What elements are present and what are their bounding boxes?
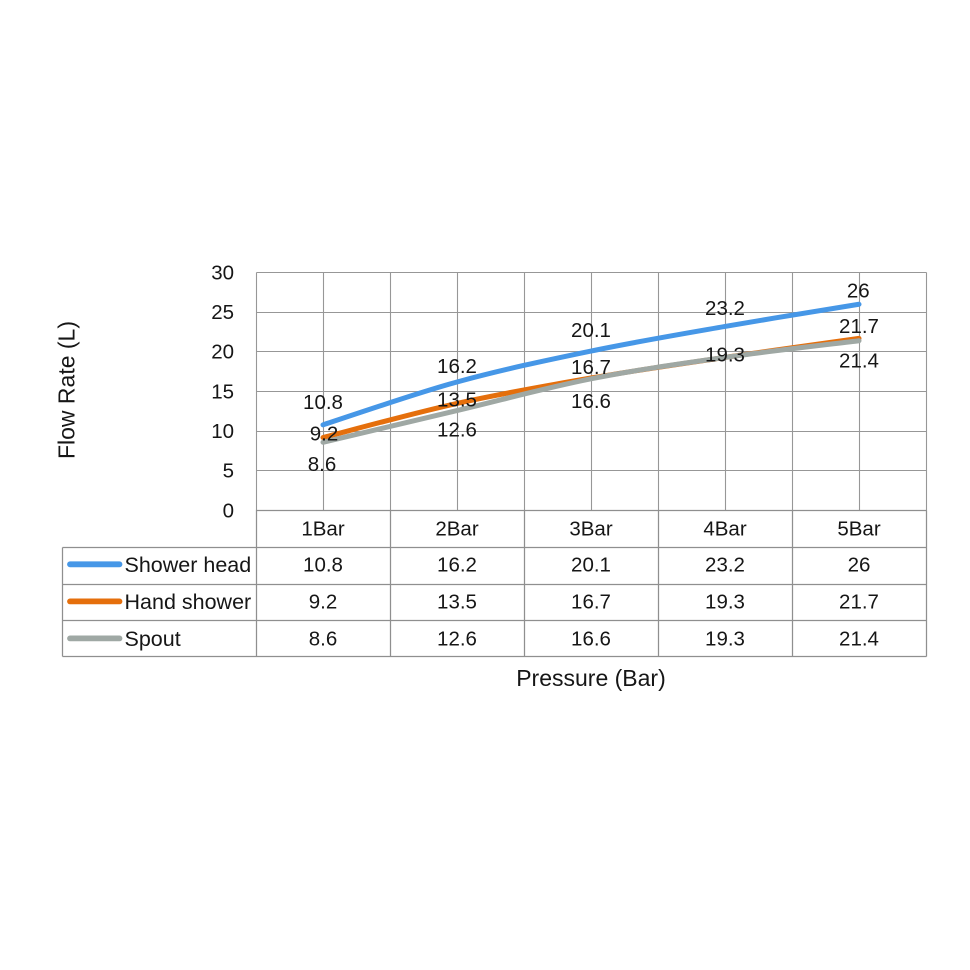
svg-text:16.6: 16.6 bbox=[571, 390, 611, 413]
svg-text:9.2: 9.2 bbox=[310, 423, 339, 446]
svg-text:10: 10 bbox=[211, 420, 234, 443]
svg-text:20.1: 20.1 bbox=[571, 319, 611, 342]
svg-text:19.3: 19.3 bbox=[705, 591, 745, 614]
svg-text:9.2: 9.2 bbox=[309, 591, 338, 614]
svg-text:25: 25 bbox=[211, 301, 234, 324]
svg-text:19.3: 19.3 bbox=[705, 343, 745, 366]
svg-text:21.4: 21.4 bbox=[839, 628, 879, 651]
svg-text:13.5: 13.5 bbox=[437, 389, 477, 412]
svg-text:19.3: 19.3 bbox=[705, 628, 745, 651]
svg-text:21.7: 21.7 bbox=[839, 591, 879, 614]
svg-text:3Bar: 3Bar bbox=[569, 518, 612, 541]
svg-text:16.6: 16.6 bbox=[571, 628, 611, 651]
svg-text:10.8: 10.8 bbox=[303, 554, 343, 577]
svg-text:4Bar: 4Bar bbox=[703, 518, 746, 541]
svg-text:30: 30 bbox=[211, 261, 234, 284]
svg-text:20: 20 bbox=[211, 341, 234, 364]
svg-text:16.2: 16.2 bbox=[437, 355, 477, 378]
svg-text:Spout: Spout bbox=[125, 627, 181, 651]
svg-text:10.8: 10.8 bbox=[303, 391, 343, 414]
svg-text:16.7: 16.7 bbox=[571, 356, 611, 379]
svg-text:16.7: 16.7 bbox=[571, 591, 611, 614]
svg-text:5Bar: 5Bar bbox=[837, 518, 880, 541]
svg-text:13.5: 13.5 bbox=[437, 591, 477, 614]
svg-text:5: 5 bbox=[223, 460, 234, 483]
svg-text:12.6: 12.6 bbox=[437, 628, 477, 651]
svg-text:23.2: 23.2 bbox=[705, 297, 745, 320]
svg-text:8.6: 8.6 bbox=[309, 628, 338, 651]
svg-text:12.6: 12.6 bbox=[437, 418, 477, 441]
svg-text:Shower head: Shower head bbox=[125, 553, 252, 577]
svg-text:Flow Rate (L): Flow Rate (L) bbox=[54, 321, 80, 459]
svg-text:23.2: 23.2 bbox=[705, 554, 745, 577]
svg-text:16.2: 16.2 bbox=[437, 554, 477, 577]
svg-text:15: 15 bbox=[211, 380, 234, 403]
svg-text:21.4: 21.4 bbox=[839, 350, 879, 373]
svg-text:1Bar: 1Bar bbox=[301, 518, 344, 541]
svg-text:2Bar: 2Bar bbox=[435, 518, 478, 541]
svg-text:Hand shower: Hand shower bbox=[125, 590, 252, 614]
svg-text:Pressure (Bar): Pressure (Bar) bbox=[516, 665, 666, 691]
svg-text:21.7: 21.7 bbox=[839, 315, 879, 338]
svg-text:26: 26 bbox=[847, 279, 870, 302]
svg-text:0: 0 bbox=[223, 499, 234, 522]
svg-text:8.6: 8.6 bbox=[308, 453, 337, 476]
svg-text:26: 26 bbox=[848, 554, 871, 577]
svg-text:20.1: 20.1 bbox=[571, 554, 611, 577]
